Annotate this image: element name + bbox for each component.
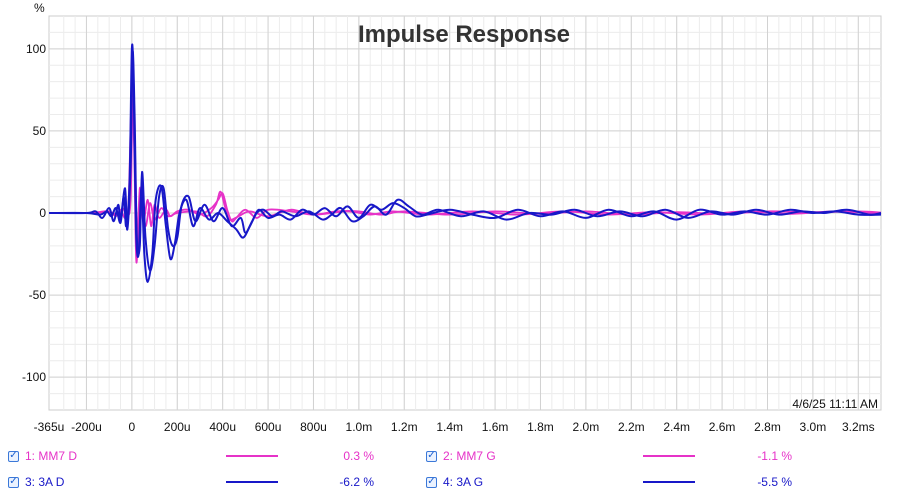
x-tick-label: 2.0m <box>573 420 600 434</box>
x-tick-label: 1.2m <box>391 420 418 434</box>
x-tick-label: 600u <box>255 420 282 434</box>
checkbox-icon[interactable]: ✓ <box>8 476 19 488</box>
legend-value: 0.3 % <box>343 449 374 463</box>
legend-value: -5.5 % <box>757 475 792 489</box>
x-tick-label: 3.0m <box>800 420 827 434</box>
legend-swatch <box>226 481 278 483</box>
checkbox-icon[interactable]: ✓ <box>426 450 437 462</box>
x-tick-label: 1.4m <box>436 420 463 434</box>
legend-item-2[interactable]: ✓ 2: MM7 G <box>426 446 496 466</box>
series-line-4 <box>48 43 882 283</box>
series-layer <box>48 43 882 283</box>
x-tick-label: 2.4m <box>663 420 690 434</box>
impulse-response-chart: -365u -200u 0 200u 400u 600u 800u 1.0m 1.2m 1.4m 1… <box>22 1 882 434</box>
x-tick-label: 400u <box>209 420 236 434</box>
x-tick-label: 2.8m <box>754 420 781 434</box>
y-tick-label: -50 <box>29 288 47 302</box>
x-tick-label: -365u <box>34 420 65 434</box>
x-tick-label: 0 <box>129 420 136 434</box>
x-tick-label: 3.2ms <box>842 420 875 434</box>
x-tick-label: -200u <box>71 420 102 434</box>
y-tick-label: 100 <box>26 42 46 56</box>
x-tick-label: 200u <box>164 420 191 434</box>
timestamp: 4/6/25 11:11 AM <box>792 397 878 411</box>
x-tick-label: 800u <box>300 420 327 434</box>
legend-value: -6.2 % <box>339 475 374 489</box>
legend-item-4[interactable]: ✓ 4: 3A G <box>426 472 483 492</box>
checkbox-icon[interactable]: ✓ <box>8 450 19 462</box>
y-tick-label: 0 <box>39 206 46 220</box>
x-tick-label: 2.2m <box>618 420 645 434</box>
y-tick-label: -100 <box>22 370 46 384</box>
legend-label: 2: MM7 G <box>443 449 496 463</box>
x-tick-label: 1.8m <box>527 420 554 434</box>
legend-label: 1: MM7 D <box>25 449 78 463</box>
axis-labels: -365u -200u 0 200u 400u 600u 800u 1.0m 1.2m 1.4m 1… <box>22 42 875 434</box>
x-tick-label: 1.6m <box>482 420 509 434</box>
legend-item-3[interactable]: ✓ 3: 3A D <box>8 472 64 492</box>
legend-item-1[interactable]: ✓ 1: MM7 D <box>8 446 77 466</box>
legend-swatch <box>643 455 695 457</box>
chart-title: Impulse Response <box>358 21 570 48</box>
x-tick-label: 2.6m <box>709 420 736 434</box>
legend-label: 4: 3A G <box>443 475 484 489</box>
legend-value: -1.1 % <box>757 449 792 463</box>
legend-swatch <box>226 455 278 457</box>
checkbox-icon[interactable]: ✓ <box>426 476 437 488</box>
legend-label: 3: 3A D <box>25 475 65 489</box>
legend-swatch <box>643 481 695 483</box>
y-axis-unit: % <box>34 1 45 15</box>
x-tick-label: 1.0m <box>346 420 373 434</box>
y-tick-label: 50 <box>33 124 47 138</box>
